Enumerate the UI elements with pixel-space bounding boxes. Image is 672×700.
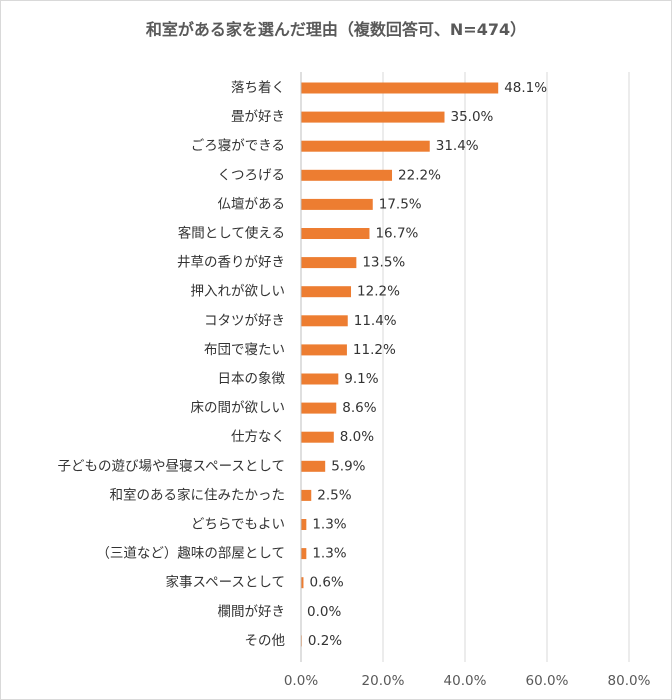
category-label: 布団で寝たい [204,341,285,358]
category-label: 客間として使える [178,225,285,242]
x-tick-label: 80.0% [608,673,651,689]
bar [301,460,326,472]
category-label: 仏壇がある [218,195,286,212]
bar [301,111,445,123]
value-label: 8.6% [342,400,376,416]
value-label: 2.5% [317,487,351,503]
category-label: 押入れが欲しい [191,284,286,300]
category-label: （三道など）趣味の部屋として [96,546,285,562]
bar [301,519,307,530]
bar [301,577,304,589]
value-label: 0.2% [308,633,342,649]
value-label: 35.0% [451,109,494,125]
value-label: 31.4% [436,138,479,154]
value-label: 11.2% [353,342,396,358]
bar [301,548,307,560]
category-label: コタツが好き [204,313,285,329]
chart-title: 和室がある家を選んだ理由（複数回答可、N=474） [145,20,527,39]
bar [301,198,373,210]
category-label: 仕方なく [231,429,285,445]
bar [301,344,347,356]
bar [301,228,370,239]
bar [301,82,499,94]
bar [301,431,334,443]
category-label: 家事スペースとして [166,574,285,591]
category-label: 井草の香りが好き [177,255,285,271]
value-label: 13.5% [362,255,405,271]
category-label: 欄間が好き [218,604,286,620]
category-label: 日本の象徴 [218,371,286,387]
bar [301,373,339,385]
bar [301,140,430,152]
bar [301,286,352,298]
category-label: 床の間が欲しい [191,400,286,416]
bar [301,489,312,501]
category-label: 落ち着く [231,79,285,96]
value-label: 8.0% [340,429,374,445]
x-tick-label: 60.0% [526,673,569,689]
category-label: 畳が好き [231,109,285,125]
value-label: 48.1% [504,80,547,96]
bar [301,257,357,269]
x-tick-label: 20.0% [362,673,405,689]
value-label: 0.0% [307,604,341,620]
x-tick-label: 0.0% [284,673,318,689]
value-label: 16.7% [375,226,418,242]
x-tick-label: 40.0% [444,673,487,689]
value-label: 5.9% [331,458,365,474]
value-label: 17.5% [379,196,422,212]
category-label: くつろげる [218,167,286,183]
value-label: 9.1% [344,371,378,387]
category-label: どちらでもよい [191,517,285,533]
category-label: 和室のある家に住みたかった [110,486,286,503]
category-label: その他 [245,633,286,649]
value-label: 1.3% [312,517,346,533]
value-label: 22.2% [398,167,441,183]
category-label: 子どもの遊び場や昼寝スペースとして [58,457,285,474]
value-label: 11.4% [354,313,397,329]
bar [301,315,348,327]
category-label: ごろ寝ができる [191,137,285,154]
bar [301,169,393,181]
value-label: 12.2% [357,284,400,300]
bar [301,402,337,414]
value-label: 0.6% [309,575,343,591]
value-label: 1.3% [312,546,346,562]
